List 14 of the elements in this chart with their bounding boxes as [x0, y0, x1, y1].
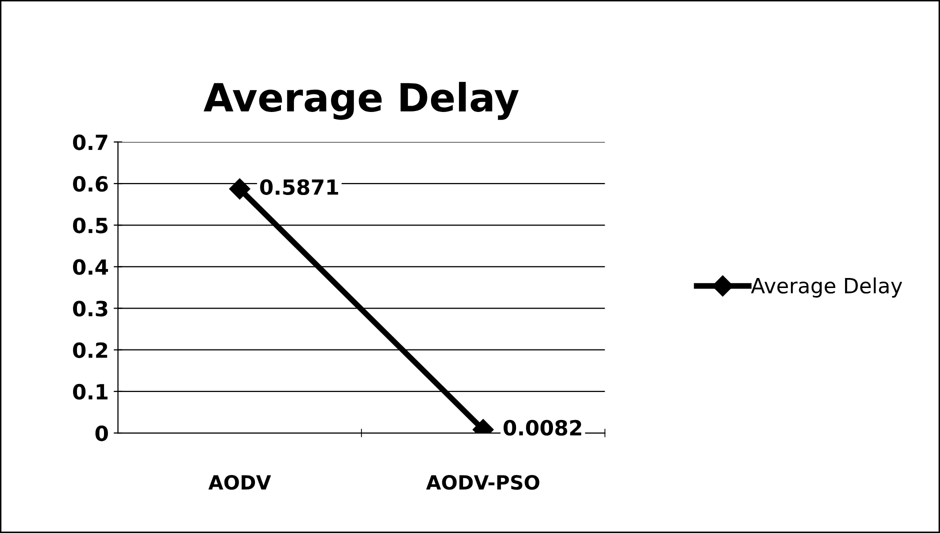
x-tick-label: AODV-PSO	[426, 475, 540, 490]
legend-label: Average Delay	[751, 277, 902, 298]
y-tick-label: 0.5	[73, 218, 108, 234]
y-tick-label: 0.6	[73, 176, 108, 192]
data-label: 0.0082	[504, 420, 582, 436]
data-label: 0.5871	[260, 179, 338, 195]
y-tick-label: 0.1	[73, 384, 108, 400]
chart-title: Average Delay	[204, 82, 519, 120]
y-tick-label: 0.3	[73, 300, 108, 316]
y-tick-label: 0.2	[73, 342, 108, 358]
y-tick-label: 0.7	[73, 134, 108, 150]
x-tick-label: AODV	[208, 475, 271, 490]
y-tick-label: 0.4	[73, 259, 108, 275]
y-tick-label: 0	[95, 425, 108, 442]
